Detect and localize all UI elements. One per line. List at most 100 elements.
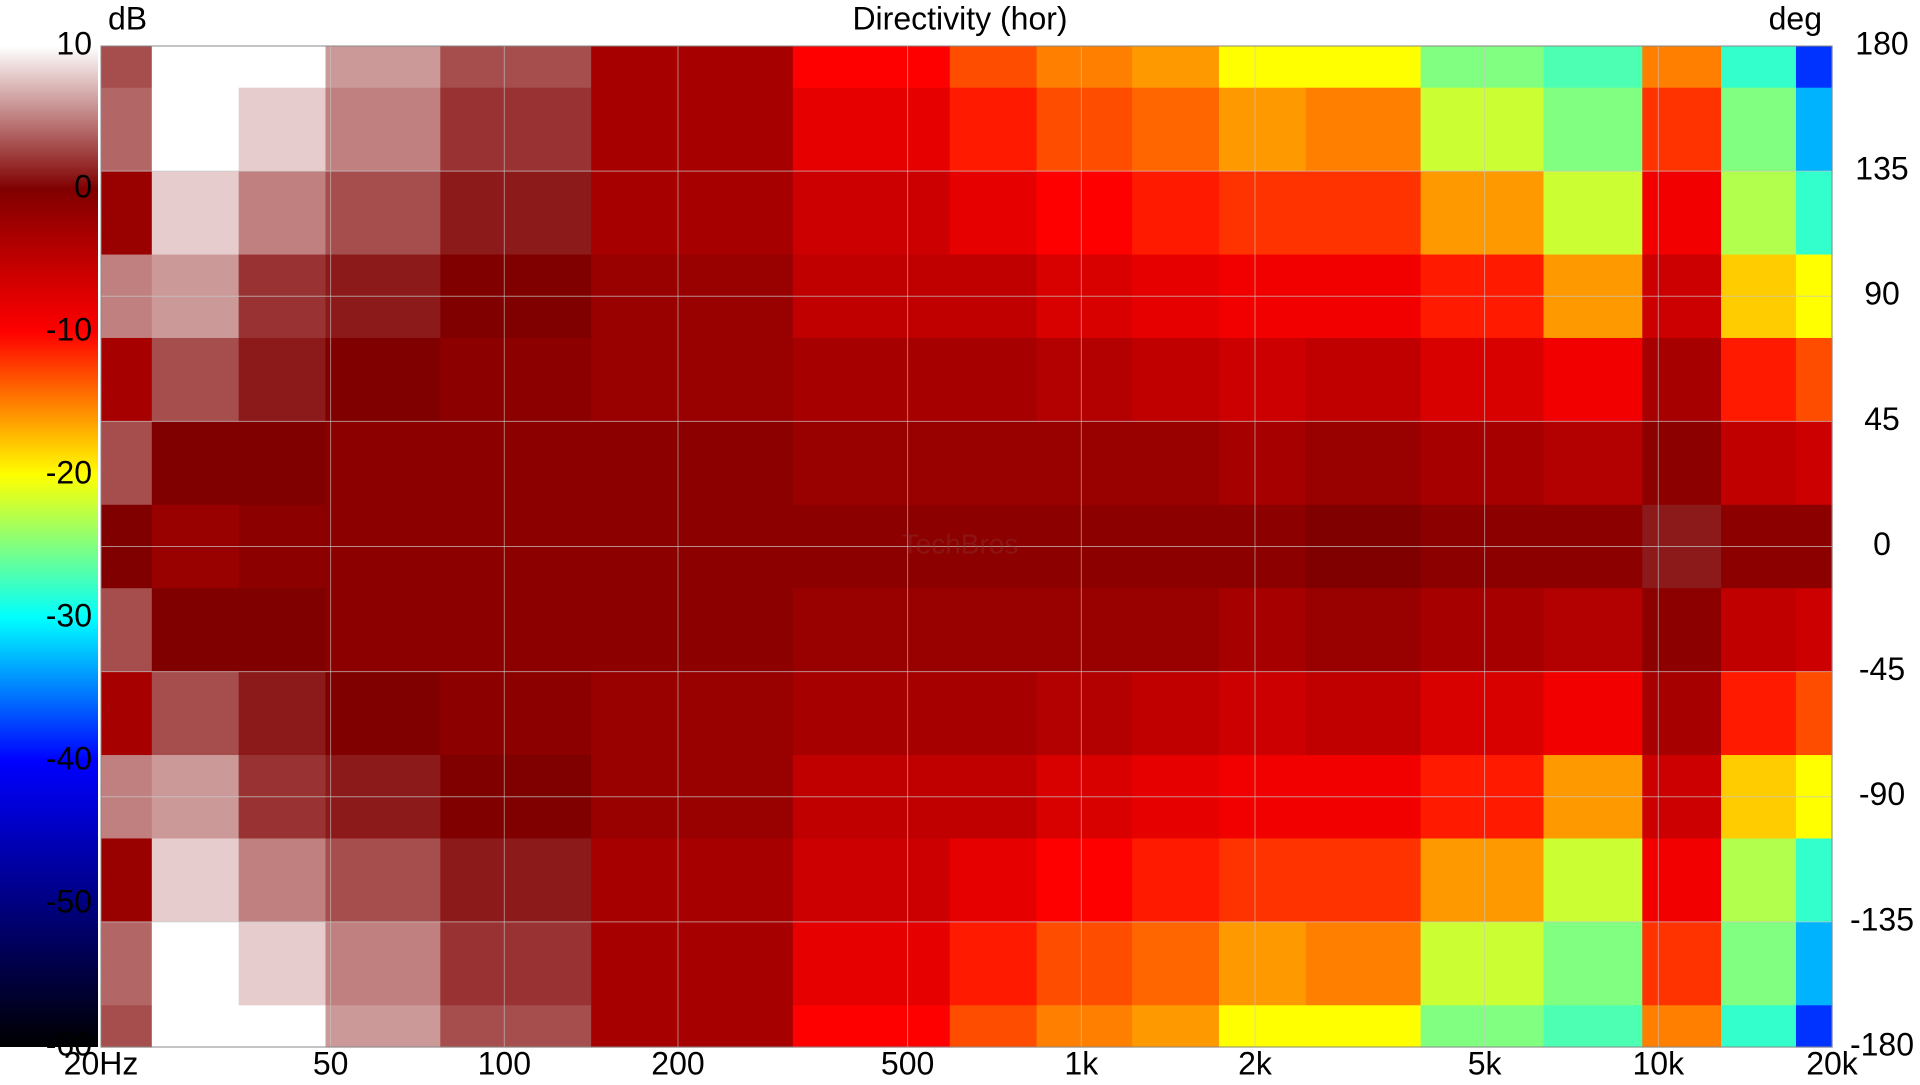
heat-cell	[1305, 46, 1422, 89]
heat-cell	[1543, 921, 1643, 1006]
heat-cell	[792, 421, 951, 506]
heat-cell	[1721, 46, 1797, 89]
colorbar-segment	[0, 904, 98, 1047]
heat-cell	[151, 838, 240, 923]
y-tick-label: 180	[1855, 25, 1908, 61]
heat-cell	[1305, 838, 1422, 923]
heat-cell	[325, 171, 441, 256]
heat-cell	[792, 671, 951, 756]
heat-cell	[325, 838, 441, 923]
colorbar-segment	[0, 46, 98, 189]
heat-cell	[949, 671, 1038, 756]
heat-cell	[1721, 171, 1797, 256]
colorbar-label: dB	[108, 0, 147, 36]
plot-frame	[100, 45, 1833, 1048]
heat-cell	[238, 421, 327, 506]
heat-cell	[591, 588, 794, 673]
heat-cell	[1420, 1005, 1545, 1048]
heat-cell	[1036, 1005, 1133, 1048]
heat-cell	[440, 838, 592, 923]
x-tick-label: 20Hz	[64, 1045, 139, 1080]
heat-cell	[1305, 171, 1422, 256]
heat-cell	[1420, 921, 1545, 1006]
heat-cell	[151, 588, 240, 673]
heat-cell	[1543, 671, 1643, 756]
heat-cell	[1218, 1005, 1307, 1048]
colorbar-tick-label: -40	[46, 740, 92, 776]
heat-cell	[440, 171, 592, 256]
heat-cell	[1305, 671, 1422, 756]
heat-cell	[591, 921, 794, 1006]
heat-cell	[1795, 421, 1833, 506]
overlay: 100-10-20-30-40-50-6018013590450-45-90-1…	[0, 25, 1914, 1081]
heat-cell	[792, 921, 951, 1006]
heat-cell	[792, 87, 951, 172]
heat-cell	[1642, 46, 1722, 89]
heat-cell	[1721, 588, 1797, 673]
heat-cell	[325, 337, 441, 422]
heat-cell	[1721, 421, 1797, 506]
heat-cell	[101, 337, 153, 422]
heat-cell	[792, 1005, 951, 1048]
heat-cell	[101, 588, 153, 673]
heat-cell	[1218, 171, 1307, 256]
heat-cell	[1218, 588, 1307, 673]
heat-cell	[325, 671, 441, 756]
y-tick-label: 135	[1855, 151, 1908, 187]
heat-cell	[1642, 921, 1722, 1006]
heat-cell	[440, 421, 592, 506]
heat-cell	[1036, 588, 1133, 673]
heat-cell	[949, 421, 1038, 506]
heat-cell	[1036, 838, 1133, 923]
heat-cell	[591, 671, 794, 756]
heat-cell	[949, 838, 1038, 923]
heat-cell	[1543, 171, 1643, 256]
heat-cell	[1543, 838, 1643, 923]
heat-cell	[1795, 171, 1833, 256]
heat-cell	[1642, 1005, 1722, 1048]
heat-cell	[792, 588, 951, 673]
heat-cell	[949, 1005, 1038, 1048]
heat-cell	[591, 1005, 794, 1048]
heat-cell	[1543, 337, 1643, 422]
colorbar-tick-label: -30	[46, 597, 92, 633]
heat-cell	[1721, 671, 1797, 756]
colorbar-tick-label: 0	[74, 168, 92, 204]
heat-cell	[1132, 671, 1220, 756]
heat-cell	[1305, 588, 1422, 673]
heat-cell	[440, 588, 592, 673]
heat-cell	[1218, 671, 1307, 756]
y-axis-label: deg	[1769, 0, 1822, 36]
heat-cell	[591, 87, 794, 172]
y-tick-label: -135	[1850, 901, 1914, 937]
x-tick-label: 20k	[1806, 1045, 1859, 1080]
heat-cell	[591, 46, 794, 89]
heat-cell	[949, 171, 1038, 256]
x-tick-label: 1k	[1064, 1045, 1099, 1080]
colorbar-tick-label: -10	[46, 311, 92, 347]
heat-cell	[101, 1005, 153, 1048]
x-tick-label: 200	[651, 1045, 704, 1080]
heat-cell	[440, 87, 592, 172]
colorbar-tick-label: 10	[56, 25, 92, 61]
heat-cell	[1420, 421, 1545, 506]
heat-cell	[325, 421, 441, 506]
heat-cell	[792, 171, 951, 256]
heat-cell	[1642, 671, 1722, 756]
heat-cell	[1305, 421, 1422, 506]
heat-cell	[1795, 1005, 1833, 1048]
heat-cell	[1218, 87, 1307, 172]
heat-cell	[101, 421, 153, 506]
y-tick-label: -180	[1850, 1026, 1914, 1062]
heat-cell	[1642, 87, 1722, 172]
heat-cell	[101, 838, 153, 923]
heat-cell	[1642, 588, 1722, 673]
y-tick-label: 0	[1873, 526, 1891, 562]
heat-cell	[101, 46, 153, 89]
heat-cell	[151, 921, 240, 1006]
heat-cell	[238, 337, 327, 422]
heat-cell	[325, 87, 441, 172]
heat-cell	[1132, 838, 1220, 923]
x-tick-label: 5k	[1468, 1045, 1503, 1080]
heat-cell	[1305, 921, 1422, 1006]
